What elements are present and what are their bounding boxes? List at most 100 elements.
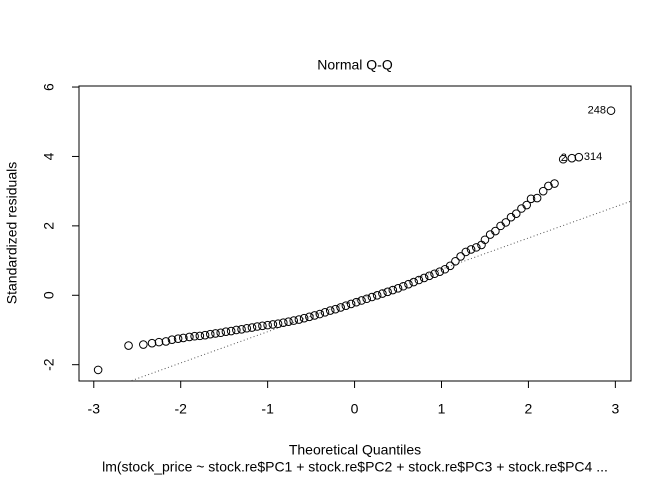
x-axis-label: Theoretical Quantiles	[289, 442, 421, 458]
point	[242, 323, 252, 333]
point	[139, 340, 148, 349]
point	[247, 323, 257, 332]
point	[480, 235, 490, 245]
y-tick-label: 4	[41, 152, 57, 160]
point	[388, 285, 398, 295]
point	[506, 212, 516, 222]
point	[466, 245, 476, 254]
point	[320, 307, 330, 317]
point	[200, 330, 210, 340]
point	[522, 200, 531, 210]
point	[278, 318, 288, 327]
point	[398, 281, 408, 291]
point	[393, 284, 403, 293]
point	[538, 186, 548, 196]
point	[211, 329, 220, 338]
point	[147, 338, 157, 348]
point	[154, 337, 164, 347]
point	[461, 247, 471, 257]
point	[496, 221, 505, 231]
point	[190, 331, 199, 341]
point	[232, 325, 241, 335]
point	[567, 153, 577, 163]
point	[226, 326, 236, 336]
point	[315, 309, 325, 319]
point	[362, 294, 372, 304]
y-tick-label: 6	[41, 83, 57, 91]
point	[378, 289, 387, 298]
y-tick-label: 0	[41, 291, 57, 299]
point	[485, 230, 495, 239]
point	[357, 296, 366, 305]
point	[372, 290, 382, 300]
point	[346, 299, 356, 309]
point	[517, 204, 526, 213]
point	[501, 218, 511, 227]
y-tick-label: 2	[41, 222, 57, 230]
point	[310, 311, 319, 320]
x-tick-label: 1	[438, 401, 446, 417]
point	[471, 243, 481, 252]
chart-title: Normal Q-Q	[317, 57, 393, 73]
point	[367, 292, 377, 302]
point-label: 314	[584, 151, 602, 163]
point	[425, 271, 434, 281]
point	[179, 333, 188, 343]
point	[550, 179, 559, 188]
x-tick-label: 3	[611, 401, 619, 417]
point	[124, 341, 133, 350]
point	[574, 152, 584, 162]
point	[532, 193, 542, 203]
point	[205, 329, 215, 339]
point	[289, 316, 299, 325]
point	[558, 154, 568, 164]
point	[325, 306, 335, 315]
point	[430, 269, 439, 279]
y-axis-label: Standardized residuals	[4, 162, 20, 304]
point	[456, 252, 465, 261]
point	[263, 320, 272, 330]
point	[511, 209, 521, 219]
point	[221, 327, 231, 337]
point	[544, 181, 553, 191]
point-label: 2	[561, 152, 567, 164]
y-tick-label: -2	[41, 358, 57, 371]
point	[167, 335, 177, 345]
point	[336, 303, 345, 312]
point	[216, 328, 225, 338]
point	[606, 106, 616, 115]
point	[273, 319, 283, 329]
point	[435, 267, 445, 276]
x-tick-label: 0	[351, 401, 359, 417]
point	[414, 275, 424, 285]
point	[294, 315, 304, 324]
point	[409, 277, 418, 287]
point	[252, 322, 262, 331]
point	[284, 317, 293, 326]
point	[195, 331, 205, 341]
x-tick-label: -1	[261, 401, 274, 417]
point	[451, 256, 460, 266]
point	[352, 297, 361, 307]
point-label: 248	[588, 105, 606, 117]
point	[258, 321, 267, 331]
x-tick-label: -2	[174, 401, 187, 417]
point	[173, 334, 183, 343]
point	[383, 287, 392, 297]
point	[93, 365, 103, 375]
x-tick-label: -3	[88, 401, 101, 417]
point	[331, 304, 340, 314]
point	[419, 273, 429, 283]
point	[268, 320, 278, 329]
reference-line	[129, 200, 631, 381]
point	[237, 324, 246, 334]
point	[161, 337, 171, 346]
x-tick-label: 2	[525, 401, 533, 417]
point	[305, 312, 314, 322]
point	[404, 279, 413, 289]
point	[491, 226, 500, 236]
point	[299, 313, 309, 323]
plot-box	[78, 85, 632, 382]
point	[526, 194, 536, 204]
